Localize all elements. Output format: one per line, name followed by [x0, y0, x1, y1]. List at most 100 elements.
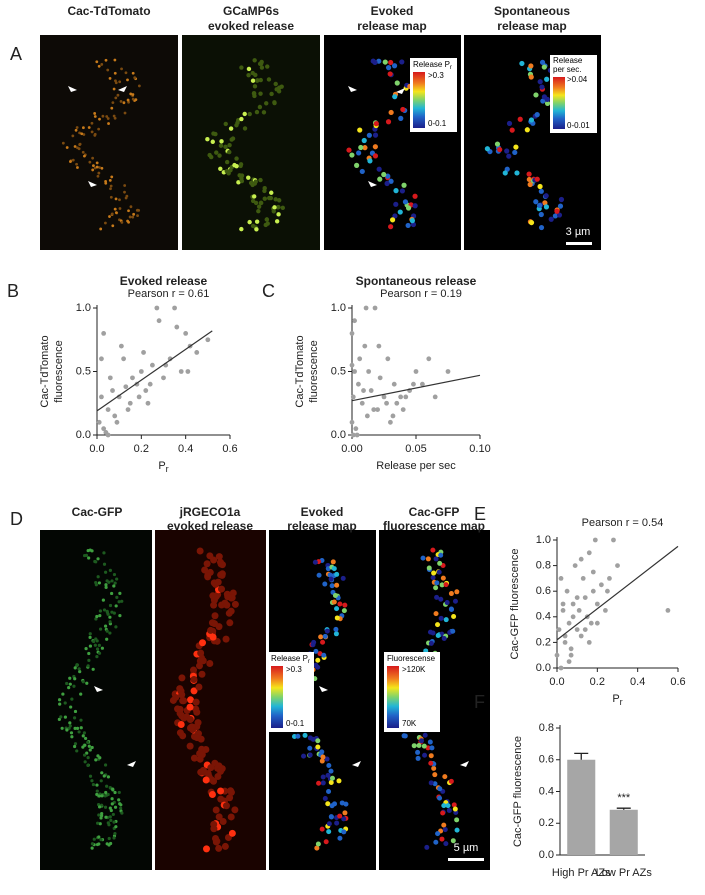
- point: [185, 369, 191, 374]
- point: [145, 400, 151, 406]
- image-feature: [117, 600, 121, 604]
- image-feature: [73, 742, 78, 746]
- image-feature: [108, 568, 112, 572]
- image-feature: [190, 687, 198, 695]
- image-feature: [514, 170, 520, 176]
- point: [107, 375, 113, 381]
- image-feature: [115, 577, 119, 581]
- x-axis-label: Pr: [612, 693, 622, 707]
- image-feature: [428, 640, 434, 646]
- image-feature: [88, 632, 92, 636]
- point: [590, 588, 596, 594]
- image-feature: [73, 709, 78, 714]
- annotation: Pearson r = 0.19: [380, 288, 462, 300]
- point: [101, 331, 107, 336]
- image-feature: [315, 664, 321, 670]
- image-feature: [60, 726, 64, 730]
- image-feature: [202, 776, 210, 784]
- point: [560, 608, 566, 613]
- point: [138, 369, 144, 374]
- point: [178, 369, 184, 374]
- image-feature: [102, 562, 107, 566]
- image-feature: [224, 593, 232, 601]
- image-feature: [108, 76, 112, 80]
- image-feature: [333, 631, 339, 637]
- image-feature: [397, 209, 403, 215]
- image-feature: [388, 59, 394, 66]
- image-feature: [78, 142, 82, 146]
- scale-bar: [566, 242, 592, 245]
- image-feature: [239, 65, 244, 70]
- image-feature: [322, 633, 328, 639]
- image-feature: [100, 814, 104, 818]
- image-feature: [104, 585, 108, 589]
- image-feature: [276, 198, 282, 203]
- image-feature: [538, 211, 544, 218]
- image-feature: [236, 180, 241, 185]
- arrowhead: [352, 761, 361, 767]
- image-feature: [119, 99, 123, 103]
- point: [114, 419, 120, 425]
- image-feature: [524, 127, 530, 133]
- image-feature: [202, 746, 210, 754]
- image-feature: [337, 835, 343, 841]
- image-feature: [448, 591, 454, 597]
- scale-bar-label: 3 µm: [566, 226, 591, 238]
- point: [362, 343, 368, 349]
- image-feature: [87, 658, 91, 663]
- image-feature: [72, 716, 77, 720]
- image-feature: [108, 631, 112, 635]
- image-feature: [85, 681, 89, 685]
- point: [127, 400, 133, 406]
- image-feature: [315, 738, 321, 744]
- image-feature: [87, 651, 91, 656]
- image-feature: [215, 553, 223, 561]
- image-feature: [194, 719, 202, 727]
- image-feature: [93, 559, 97, 564]
- image-feature: [427, 629, 433, 635]
- point: [576, 608, 582, 613]
- image-feature: [115, 595, 119, 599]
- image-feature: [276, 204, 281, 210]
- image-feature: [405, 205, 412, 211]
- image-feature: [59, 715, 63, 719]
- scale-bar: [448, 858, 484, 861]
- y-tick-label: 0.0: [76, 429, 91, 441]
- x-tick-label: 0.0: [89, 443, 104, 455]
- point: [384, 400, 389, 406]
- y-axis-label: fluorescence: [308, 340, 320, 402]
- image-feature: [320, 639, 326, 645]
- image-feature: [91, 782, 96, 787]
- image-feature: [427, 739, 433, 745]
- point: [366, 369, 372, 374]
- image-feature: [207, 626, 215, 634]
- image-feature: [112, 836, 116, 840]
- y-tick-label: 0.2: [536, 636, 551, 648]
- image-feature: [114, 96, 118, 100]
- image-feature: [402, 199, 409, 205]
- image-feature: [502, 170, 508, 176]
- image-feature: [104, 815, 108, 819]
- image-feature: [433, 839, 439, 845]
- point: [400, 407, 406, 412]
- image-feature: [104, 221, 107, 225]
- image-feature: [104, 583, 108, 587]
- image-feature: [426, 565, 432, 571]
- image-feature: [97, 813, 101, 817]
- point: [385, 356, 391, 362]
- point: [141, 350, 146, 355]
- point: [572, 563, 578, 568]
- image-title: release map: [497, 19, 566, 33]
- image-feature: [83, 154, 86, 158]
- image-feature: [90, 549, 94, 553]
- image-feature: [85, 751, 89, 755]
- y-axis-label: Cac-TdTomato: [294, 335, 306, 407]
- point: [554, 652, 560, 658]
- point: [578, 633, 584, 639]
- image-feature: [388, 224, 394, 230]
- image-feature: [100, 794, 104, 798]
- image-feature: [218, 570, 226, 578]
- image-feature: [127, 100, 130, 104]
- image-feature: [312, 559, 318, 565]
- image-feature: [61, 141, 65, 145]
